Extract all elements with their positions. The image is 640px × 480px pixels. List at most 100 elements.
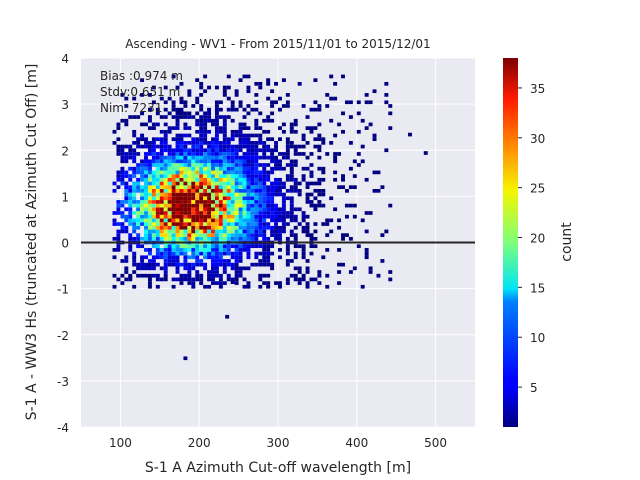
density-cell (191, 152, 196, 156)
density-cell (128, 196, 133, 201)
density-cell (254, 144, 259, 149)
density-cell (266, 163, 271, 167)
density-cell (167, 233, 172, 237)
density-cell (250, 163, 255, 167)
density-cell (262, 148, 267, 153)
density-cell (175, 248, 180, 252)
density-cell (230, 236, 235, 241)
density-cell (207, 188, 212, 193)
density-cell (132, 255, 137, 260)
density-cell (293, 236, 298, 241)
density-cell (167, 229, 172, 234)
density-cell (195, 211, 200, 215)
density-cell (254, 211, 259, 215)
density-cell (222, 236, 227, 241)
density-cell (305, 266, 310, 271)
density-cell (120, 93, 125, 97)
density-cell (151, 233, 156, 237)
density-cell (171, 192, 176, 197)
density-cell (238, 270, 243, 274)
density-cell (293, 214, 298, 219)
density-cell (112, 236, 117, 241)
density-cell (132, 225, 137, 230)
density-cell (128, 248, 133, 252)
density-cell (147, 115, 152, 119)
density-cell (207, 174, 212, 178)
density-cell (183, 100, 188, 105)
density-cell (195, 96, 200, 101)
density-cell (207, 107, 212, 112)
density-cell (124, 104, 129, 108)
density-cell (226, 192, 231, 197)
density-cell (281, 181, 286, 186)
density-cell (175, 155, 180, 160)
density-cell (285, 248, 290, 252)
density-cell (214, 129, 219, 134)
density-cell (211, 118, 215, 123)
density-cell (128, 244, 133, 249)
density-cell (234, 259, 239, 263)
density-cell (203, 192, 208, 197)
density-cell (191, 148, 196, 153)
density-cell (120, 144, 125, 149)
density-cell (317, 148, 322, 153)
density-cell (195, 203, 200, 208)
density-cell (254, 93, 259, 97)
density-cell (230, 166, 235, 171)
density-cell (147, 236, 152, 241)
density-cell (218, 218, 223, 223)
density-cell (116, 233, 121, 237)
density-cell (258, 207, 263, 212)
colorbar-tick-label: 25 (530, 182, 545, 196)
density-cell (270, 137, 275, 142)
density-cell (285, 196, 290, 201)
density-cell (136, 177, 141, 182)
density-cell (218, 281, 223, 285)
density-cell (230, 214, 235, 219)
density-cell (226, 174, 231, 178)
density-cell (128, 188, 133, 193)
density-cell (128, 236, 133, 241)
density-cell (179, 192, 184, 197)
density-cell (171, 163, 176, 167)
density-cell (258, 133, 263, 138)
density-cell (289, 259, 294, 263)
density-cell (195, 188, 200, 193)
density-cell (372, 170, 377, 175)
density-cell (211, 211, 215, 215)
density-cell (159, 144, 164, 149)
density-cell (388, 270, 393, 274)
density-cell (230, 118, 235, 123)
density-cell (183, 148, 188, 153)
density-cell (230, 148, 235, 153)
density-cell (262, 192, 267, 197)
density-cell (203, 262, 208, 267)
density-cell (132, 222, 137, 226)
density-cell (179, 141, 184, 145)
density-cell (250, 225, 255, 230)
density-cell (289, 129, 294, 134)
density-cell (183, 155, 188, 160)
density-cell (187, 166, 192, 171)
density-cell (281, 185, 286, 189)
density-cell (309, 233, 314, 237)
density-cell (230, 100, 235, 105)
density-cell (270, 229, 275, 234)
y-tick-label: 1 (61, 190, 69, 204)
density-cell (187, 152, 192, 156)
density-cell (246, 166, 251, 171)
density-cell (211, 236, 215, 241)
density-cell (199, 251, 204, 256)
density-cell (179, 166, 184, 171)
density-cell (155, 203, 160, 208)
density-cell (234, 203, 239, 208)
density-cell (258, 225, 263, 230)
density-cell (195, 177, 200, 182)
density-cell (195, 129, 200, 134)
density-cell (159, 229, 164, 234)
density-cell (183, 170, 188, 175)
density-cell (144, 266, 148, 271)
density-cell (380, 259, 385, 263)
density-cell (242, 192, 247, 197)
density-cell (128, 177, 133, 182)
